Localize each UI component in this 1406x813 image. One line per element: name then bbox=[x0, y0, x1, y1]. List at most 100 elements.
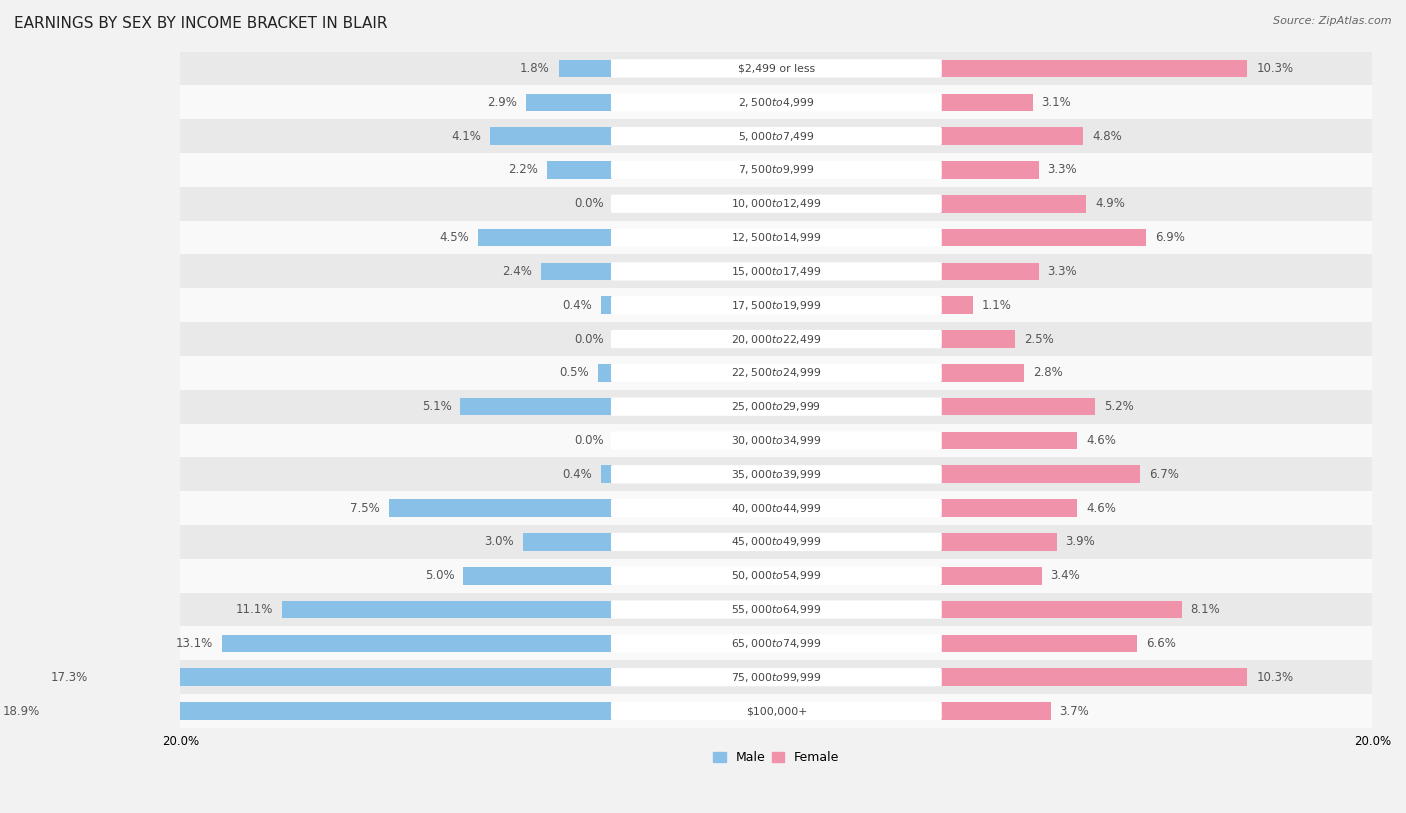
Text: $30,000 to $34,999: $30,000 to $34,999 bbox=[731, 434, 821, 447]
Text: 0.4%: 0.4% bbox=[562, 467, 592, 480]
Bar bbox=[941, 228, 1146, 246]
Text: 0.5%: 0.5% bbox=[560, 367, 589, 380]
Text: 4.1%: 4.1% bbox=[451, 129, 481, 142]
Bar bbox=[180, 153, 1372, 187]
Bar bbox=[941, 499, 1077, 517]
Bar bbox=[600, 297, 613, 314]
Bar bbox=[180, 424, 1372, 458]
Text: 2.9%: 2.9% bbox=[488, 96, 517, 109]
Text: 5.1%: 5.1% bbox=[422, 400, 451, 413]
Text: $7,500 to $9,999: $7,500 to $9,999 bbox=[738, 163, 814, 176]
Text: 10.3%: 10.3% bbox=[1256, 62, 1294, 75]
Text: 2.5%: 2.5% bbox=[1024, 333, 1053, 346]
Bar bbox=[941, 398, 1095, 415]
Text: 6.7%: 6.7% bbox=[1149, 467, 1178, 480]
FancyBboxPatch shape bbox=[612, 127, 942, 146]
Text: 13.1%: 13.1% bbox=[176, 637, 214, 650]
Bar bbox=[558, 59, 613, 77]
Text: 0.0%: 0.0% bbox=[574, 434, 603, 447]
Text: $50,000 to $54,999: $50,000 to $54,999 bbox=[731, 569, 821, 582]
Text: 18.9%: 18.9% bbox=[3, 705, 41, 718]
Bar bbox=[180, 51, 1372, 85]
Text: $12,500 to $14,999: $12,500 to $14,999 bbox=[731, 231, 821, 244]
FancyBboxPatch shape bbox=[612, 432, 942, 450]
FancyBboxPatch shape bbox=[612, 668, 942, 686]
Text: EARNINGS BY SEX BY INCOME BRACKET IN BLAIR: EARNINGS BY SEX BY INCOME BRACKET IN BLA… bbox=[14, 16, 388, 31]
Text: 7.5%: 7.5% bbox=[350, 502, 380, 515]
Bar bbox=[180, 389, 1372, 424]
Bar bbox=[941, 59, 1247, 77]
FancyBboxPatch shape bbox=[612, 465, 942, 484]
Text: $40,000 to $44,999: $40,000 to $44,999 bbox=[731, 502, 821, 515]
Bar bbox=[389, 499, 613, 517]
Bar bbox=[526, 93, 613, 111]
Bar bbox=[180, 559, 1372, 593]
FancyBboxPatch shape bbox=[612, 194, 942, 213]
Text: $45,000 to $49,999: $45,000 to $49,999 bbox=[731, 536, 821, 549]
Bar bbox=[180, 220, 1372, 254]
Text: $22,500 to $24,999: $22,500 to $24,999 bbox=[731, 367, 821, 380]
Bar bbox=[600, 466, 613, 483]
Bar bbox=[941, 466, 1140, 483]
Bar bbox=[464, 567, 613, 585]
FancyBboxPatch shape bbox=[612, 263, 942, 280]
Text: 11.1%: 11.1% bbox=[235, 603, 273, 616]
Bar bbox=[941, 297, 973, 314]
Text: 3.3%: 3.3% bbox=[1047, 265, 1077, 278]
FancyBboxPatch shape bbox=[612, 228, 942, 246]
Text: 4.8%: 4.8% bbox=[1092, 129, 1122, 142]
Bar bbox=[941, 263, 1039, 280]
Bar bbox=[941, 128, 1084, 145]
Text: 10.3%: 10.3% bbox=[1256, 671, 1294, 684]
Bar bbox=[180, 120, 1372, 153]
FancyBboxPatch shape bbox=[612, 363, 942, 382]
Bar bbox=[523, 533, 613, 550]
Bar bbox=[180, 694, 1372, 728]
Text: 2.8%: 2.8% bbox=[1032, 367, 1063, 380]
Bar bbox=[180, 627, 1372, 660]
Bar bbox=[941, 432, 1077, 450]
Text: 4.5%: 4.5% bbox=[440, 231, 470, 244]
Bar bbox=[941, 161, 1039, 179]
Bar bbox=[97, 668, 613, 686]
Text: 8.1%: 8.1% bbox=[1191, 603, 1220, 616]
Bar bbox=[180, 254, 1372, 289]
Bar bbox=[180, 85, 1372, 120]
Bar bbox=[941, 533, 1056, 550]
Text: 3.4%: 3.4% bbox=[1050, 569, 1080, 582]
Text: $100,000+: $100,000+ bbox=[745, 706, 807, 716]
Text: 5.2%: 5.2% bbox=[1104, 400, 1135, 413]
FancyBboxPatch shape bbox=[612, 296, 942, 315]
Bar bbox=[180, 356, 1372, 389]
Text: 2.2%: 2.2% bbox=[508, 163, 538, 176]
FancyBboxPatch shape bbox=[612, 398, 942, 415]
Text: 6.9%: 6.9% bbox=[1154, 231, 1185, 244]
Text: 3.0%: 3.0% bbox=[485, 536, 515, 549]
Text: 3.9%: 3.9% bbox=[1066, 536, 1095, 549]
Bar bbox=[180, 322, 1372, 356]
Bar bbox=[180, 593, 1372, 627]
Bar bbox=[222, 635, 613, 652]
FancyBboxPatch shape bbox=[612, 601, 942, 619]
Text: $20,000 to $22,499: $20,000 to $22,499 bbox=[731, 333, 821, 346]
FancyBboxPatch shape bbox=[612, 567, 942, 585]
Text: 0.4%: 0.4% bbox=[562, 298, 592, 311]
Text: $55,000 to $64,999: $55,000 to $64,999 bbox=[731, 603, 821, 616]
Text: 2.4%: 2.4% bbox=[502, 265, 531, 278]
Text: $25,000 to $29,999: $25,000 to $29,999 bbox=[731, 400, 821, 413]
Text: 1.8%: 1.8% bbox=[520, 62, 550, 75]
Bar bbox=[180, 660, 1372, 694]
Text: 0.0%: 0.0% bbox=[574, 333, 603, 346]
Text: $2,500 to $4,999: $2,500 to $4,999 bbox=[738, 96, 814, 109]
FancyBboxPatch shape bbox=[612, 499, 942, 517]
Bar bbox=[49, 702, 613, 720]
FancyBboxPatch shape bbox=[612, 93, 942, 111]
Bar bbox=[941, 668, 1247, 686]
FancyBboxPatch shape bbox=[612, 634, 942, 653]
Bar bbox=[598, 364, 613, 381]
Text: Source: ZipAtlas.com: Source: ZipAtlas.com bbox=[1274, 16, 1392, 26]
Text: $65,000 to $74,999: $65,000 to $74,999 bbox=[731, 637, 821, 650]
Text: 5.0%: 5.0% bbox=[425, 569, 454, 582]
Bar bbox=[547, 161, 613, 179]
Bar bbox=[941, 567, 1042, 585]
